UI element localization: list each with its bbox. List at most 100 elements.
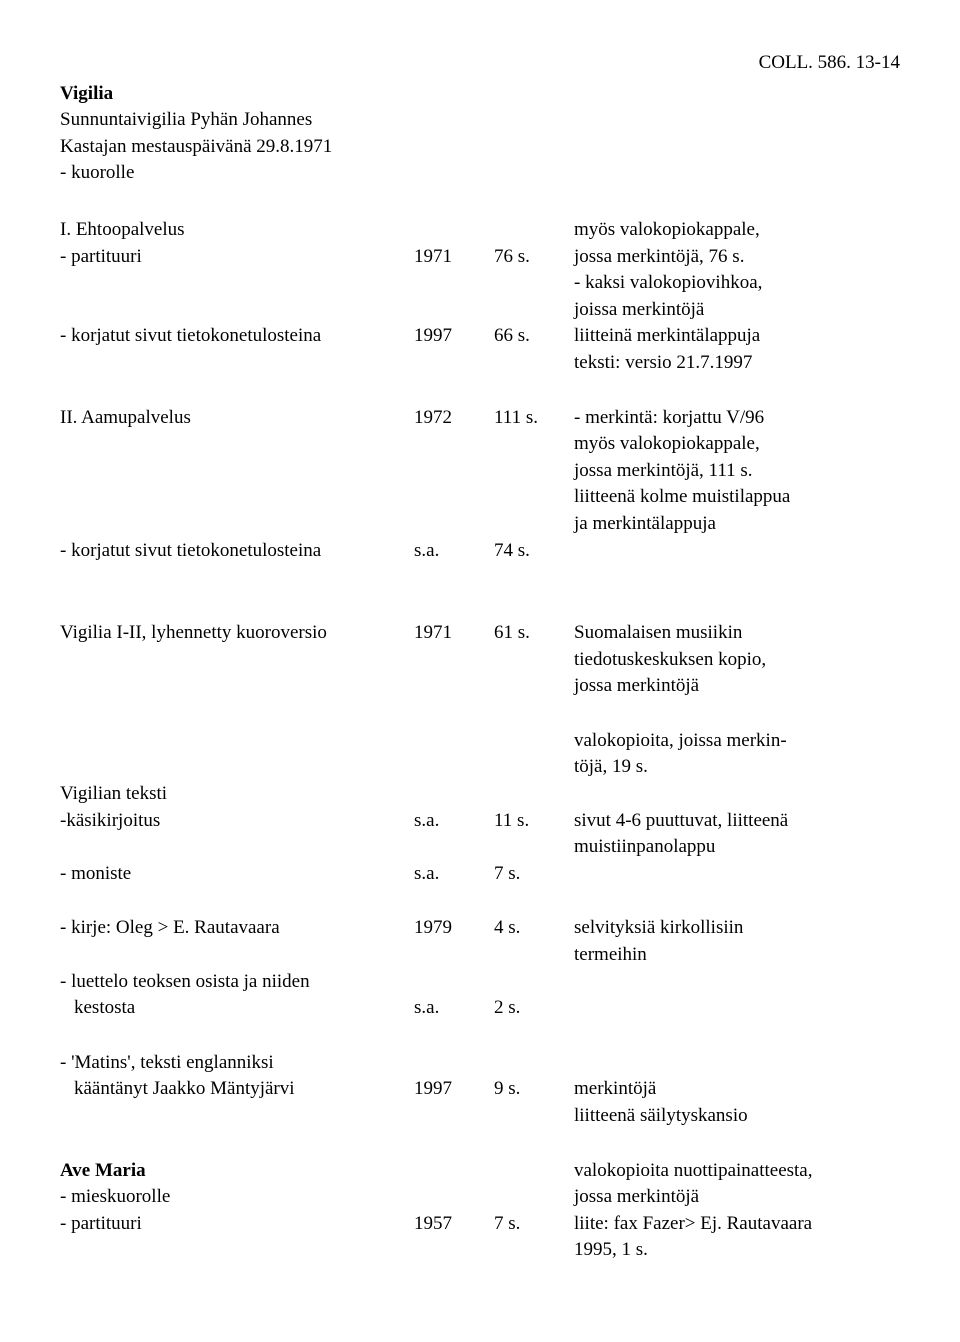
table-row: teksti: versio 21.7.1997	[60, 350, 900, 377]
notes-cell: valokopioita nuottipainatteesta,	[574, 1158, 900, 1185]
year-cell: 1972	[414, 405, 494, 432]
description-cell: II. Aamupalvelus	[60, 405, 414, 432]
description-cell: kestosta	[60, 995, 414, 1022]
table-row: jossa merkintöjä, 111 s.	[60, 458, 900, 485]
notes-cell	[574, 995, 900, 1022]
notes-cell: valokopioita, joissa merkin-	[574, 728, 900, 755]
year-cell	[414, 297, 494, 324]
extent-cell: 66 s.	[494, 323, 574, 350]
description-cell	[60, 1237, 414, 1264]
extent-cell: 7 s.	[494, 861, 574, 888]
gap-row	[60, 1130, 900, 1158]
table-row: - mieskuorolle jossa merkintöjä	[60, 1184, 900, 1211]
year-cell	[414, 673, 494, 700]
notes-cell: muistiinpanolappu	[574, 834, 900, 861]
header-line: Sunnuntaivigilia Pyhän Johannes	[60, 107, 900, 134]
year-cell: s.a.	[414, 808, 494, 835]
extent-cell	[494, 511, 574, 538]
notes-cell: jossa merkintöjä	[574, 1184, 900, 1211]
description-cell: - 'Matins', teksti englanniksi	[60, 1050, 414, 1077]
description-cell: - mieskuorolle	[60, 1184, 414, 1211]
table-row: liitteenä kolme muistilappua	[60, 484, 900, 511]
header-line: Kastajan mestauspäivänä 29.8.1971	[60, 134, 900, 161]
year-cell	[414, 484, 494, 511]
notes-cell	[574, 861, 900, 888]
notes-cell: selvityksiä kirkollisiin	[574, 915, 900, 942]
table-row: jossa merkintöjä	[60, 673, 900, 700]
extent-cell: 11 s.	[494, 808, 574, 835]
description-cell: - kirje: Oleg > E. Rautavaara	[60, 915, 414, 942]
extent-cell: 7 s.	[494, 1211, 574, 1238]
extent-cell	[494, 270, 574, 297]
notes-cell: jossa merkintöjä, 111 s.	[574, 458, 900, 485]
year-cell	[414, 1103, 494, 1130]
notes-cell	[574, 1050, 900, 1077]
year-cell	[414, 1237, 494, 1264]
table-row: kestostas.a.2 s.	[60, 995, 900, 1022]
year-cell: 1957	[414, 1211, 494, 1238]
extent-cell	[494, 431, 574, 458]
extent-cell	[494, 673, 574, 700]
description-cell: Vigilian teksti	[60, 781, 414, 808]
notes-cell: töjä, 19 s.	[574, 754, 900, 781]
extent-cell: 111 s.	[494, 405, 574, 432]
extent-cell	[494, 781, 574, 808]
description-cell	[60, 297, 414, 324]
table-row: Vigilian teksti	[60, 781, 900, 808]
description-cell	[60, 728, 414, 755]
notes-cell: myös valokopiokappale,	[574, 217, 900, 244]
extent-cell: 61 s.	[494, 620, 574, 647]
extent-cell: 76 s.	[494, 244, 574, 271]
table-row: - partituuri19577 s.liite: fax Fazer> Ej…	[60, 1211, 900, 1238]
year-cell	[414, 217, 494, 244]
description-cell: - korjatut sivut tietokonetulosteina	[60, 323, 414, 350]
catalog-table: I. Ehtoopalvelusmyös valokopiokappale, - …	[60, 217, 900, 1264]
description-cell	[60, 511, 414, 538]
notes-cell: liitteenä kolme muistilappua	[574, 484, 900, 511]
notes-cell: 1995, 1 s.	[574, 1237, 900, 1264]
table-row: 1995, 1 s.	[60, 1237, 900, 1264]
gap-row	[60, 700, 900, 728]
year-cell: s.a.	[414, 861, 494, 888]
notes-cell: teksti: versio 21.7.1997	[574, 350, 900, 377]
year-cell	[414, 431, 494, 458]
gap-row	[60, 564, 900, 592]
year-cell: 1979	[414, 915, 494, 942]
extent-cell	[494, 728, 574, 755]
notes-cell: jossa merkintöjä	[574, 673, 900, 700]
year-cell	[414, 511, 494, 538]
extent-cell: 4 s.	[494, 915, 574, 942]
description-cell: - korjatut sivut tietokonetulosteina	[60, 538, 414, 565]
extent-cell	[494, 754, 574, 781]
notes-cell: sivut 4-6 puuttuvat, liitteenä	[574, 808, 900, 835]
year-cell	[414, 834, 494, 861]
notes-cell	[574, 781, 900, 808]
year-cell	[414, 458, 494, 485]
year-cell: 1997	[414, 1076, 494, 1103]
table-row: - korjatut sivut tietokonetulosteinas.a.…	[60, 538, 900, 565]
table-row: kääntänyt Jaakko Mäntyjärvi19979 s.merki…	[60, 1076, 900, 1103]
extent-cell	[494, 1103, 574, 1130]
table-row: I. Ehtoopalvelusmyös valokopiokappale,	[60, 217, 900, 244]
description-cell	[60, 1103, 414, 1130]
extent-cell	[494, 647, 574, 674]
extent-cell	[494, 1237, 574, 1264]
notes-cell: termeihin	[574, 942, 900, 969]
table-row: Ave Mariavalokopioita nuottipainatteesta…	[60, 1158, 900, 1185]
extent-cell	[494, 834, 574, 861]
collection-reference: COLL. 586. 13-14	[60, 50, 900, 77]
gap-row	[60, 1022, 900, 1050]
work-title: Vigilia	[60, 81, 900, 108]
table-row: liitteenä säilytyskansio	[60, 1103, 900, 1130]
description-cell: - moniste	[60, 861, 414, 888]
extent-cell	[494, 1050, 574, 1077]
notes-cell: - kaksi valokopiovihkoa,	[574, 270, 900, 297]
year-cell: s.a.	[414, 538, 494, 565]
description-cell	[60, 942, 414, 969]
table-row: - korjatut sivut tietokonetulosteina1997…	[60, 323, 900, 350]
table-row: töjä, 19 s.	[60, 754, 900, 781]
year-cell	[414, 350, 494, 377]
notes-cell: joissa merkintöjä	[574, 297, 900, 324]
notes-cell: Suomalaisen musiikin	[574, 620, 900, 647]
description-cell	[60, 350, 414, 377]
